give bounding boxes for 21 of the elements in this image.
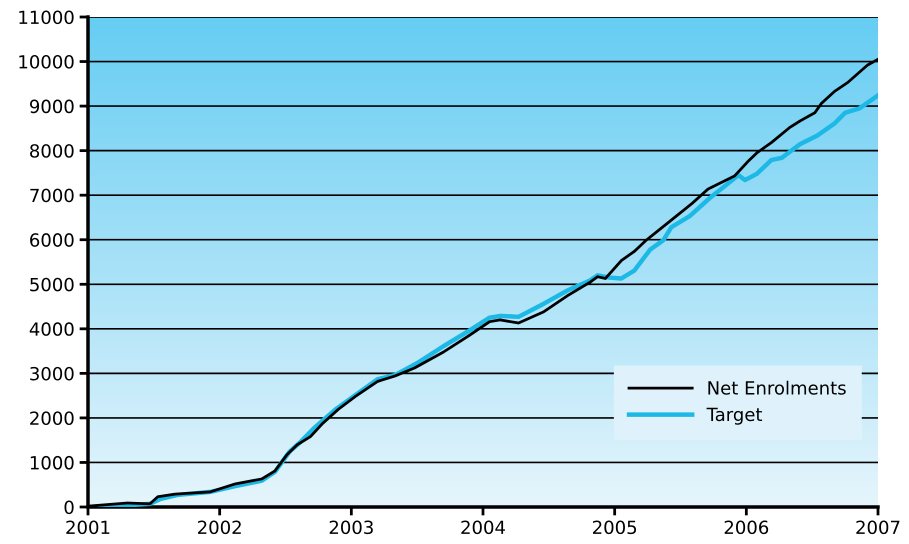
x-tick-label: 2003 xyxy=(330,520,373,534)
y-tick-label: 1000 xyxy=(30,456,74,470)
y-tick-label: 5000 xyxy=(30,278,74,292)
y-tick-label: 8000 xyxy=(30,144,74,158)
y-tick-label: 10000 xyxy=(19,55,74,69)
legend-label: Target xyxy=(706,408,762,425)
x-tick-label: 2007 xyxy=(856,520,900,534)
x-tick-label: 2001 xyxy=(66,520,110,534)
y-tick-label: 11000 xyxy=(19,10,74,24)
y-tick-label: 6000 xyxy=(30,233,74,247)
x-tick-label: 2004 xyxy=(461,520,505,534)
y-tick-label: 4000 xyxy=(30,322,74,336)
x-tick-label: 2006 xyxy=(724,520,768,534)
legend-label: Net Enrolments xyxy=(708,380,846,395)
x-tick-label: 2005 xyxy=(593,520,636,534)
y-tick-label: 0 xyxy=(64,500,74,514)
y-tick-label: 2000 xyxy=(30,411,74,426)
y-tick-label: 7000 xyxy=(30,188,74,202)
y-tick-label: 9000 xyxy=(30,100,74,114)
y-tick-label: 3000 xyxy=(30,366,74,380)
x-tick-label: 2002 xyxy=(198,520,241,534)
